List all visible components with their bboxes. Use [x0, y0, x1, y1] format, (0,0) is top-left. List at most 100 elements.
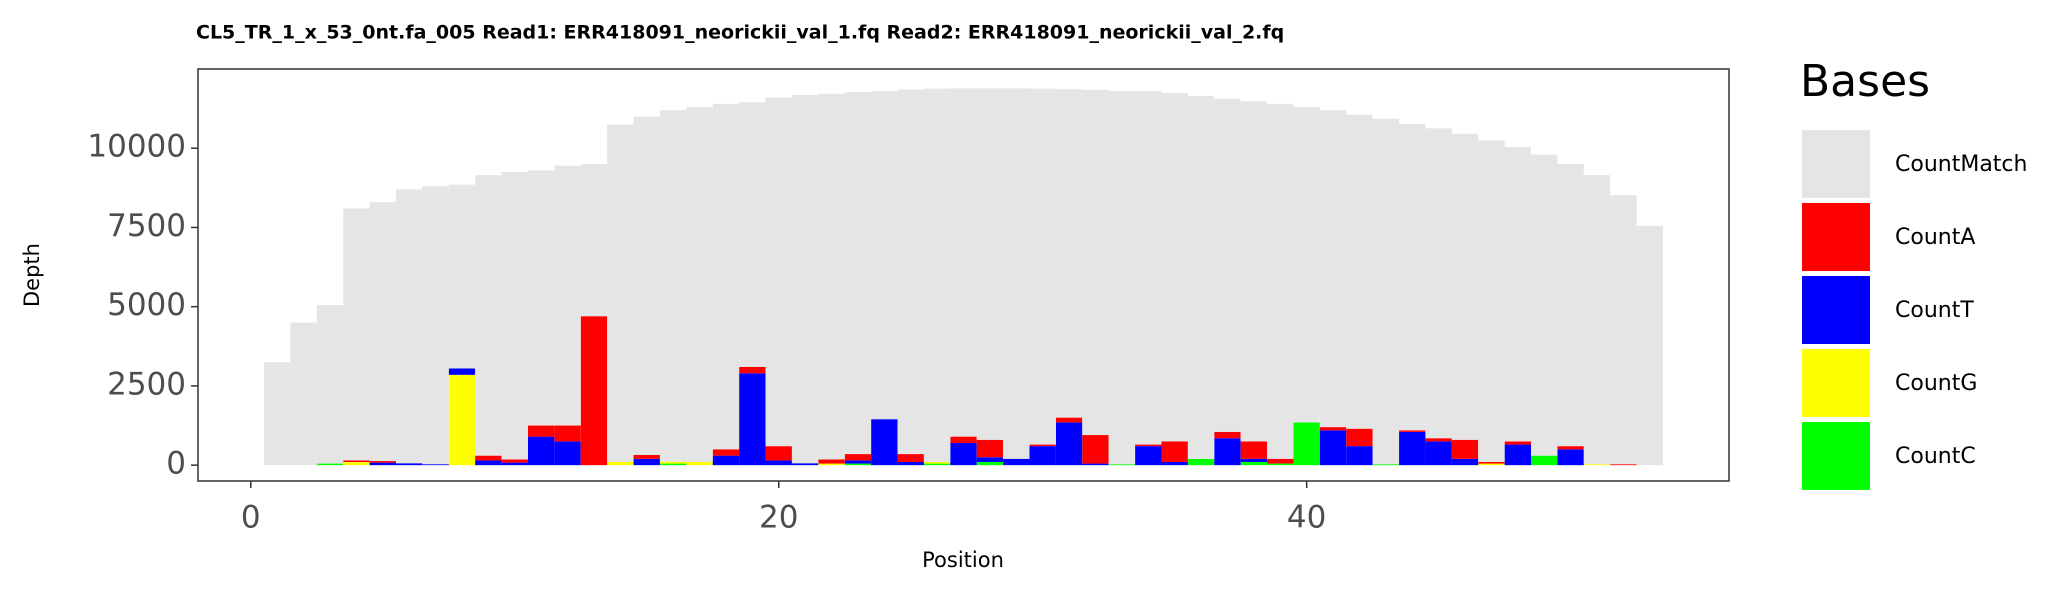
bar-segment	[844, 92, 872, 455]
bar-segment	[1557, 449, 1584, 466]
legend-label: CountMatch	[1895, 152, 2027, 177]
bar-segment	[1478, 461, 1505, 464]
bar-segment	[527, 170, 555, 426]
bar-segment	[950, 442, 977, 466]
bar-segment	[1610, 464, 1637, 466]
legend-label: CountA	[1895, 225, 1975, 250]
bar-segment	[501, 459, 528, 463]
bar-segment	[659, 461, 687, 464]
y-tick-label: 2500	[107, 366, 186, 402]
bar-segment	[1082, 435, 1109, 464]
bar-segment	[633, 116, 660, 456]
bar-segment	[976, 439, 1004, 458]
bar-segment	[1504, 441, 1532, 445]
bar-segment	[1082, 463, 1109, 466]
bar-segment	[712, 455, 740, 466]
bar-segment	[1082, 89, 1109, 436]
bar-segment	[844, 460, 872, 464]
bar-segment	[1372, 118, 1400, 465]
legend-key	[1802, 203, 1870, 271]
legend-title: Bases	[1800, 56, 1930, 107]
bar-segment	[1003, 88, 1030, 459]
bar-segment	[1372, 464, 1400, 466]
bar-segment	[1557, 164, 1584, 447]
legend-label: CountT	[1895, 298, 1974, 323]
bar-segment	[712, 103, 740, 450]
bar-segment	[765, 446, 792, 461]
bar-segment	[1240, 461, 1268, 466]
bar-segment	[554, 425, 581, 442]
bar-segment	[818, 463, 845, 466]
bar-segment	[1319, 427, 1347, 431]
bar-segment	[1108, 464, 1136, 466]
bar-segment	[950, 436, 977, 443]
bar-segment	[1583, 175, 1611, 465]
legend-key	[1802, 130, 1870, 198]
bar-segment	[739, 102, 766, 367]
bar-segment	[1214, 431, 1241, 439]
bar-segment	[976, 457, 1004, 462]
bar-segment	[1240, 101, 1268, 442]
bar-segment	[818, 93, 845, 460]
bar-segment	[1029, 444, 1056, 447]
bar-segment	[1187, 458, 1215, 466]
bar-segment	[1003, 458, 1030, 466]
bar-segment	[1451, 439, 1479, 459]
bar-segment	[1187, 95, 1215, 459]
bar-segment	[1161, 441, 1188, 462]
bar-segment	[395, 463, 423, 466]
bar-segment	[1399, 124, 1426, 431]
bar-segment	[950, 88, 977, 437]
bar-segment	[1161, 93, 1188, 442]
bar-segment	[343, 461, 370, 466]
bar-segment	[369, 462, 396, 466]
bar-segment	[1504, 146, 1532, 442]
bar-segment	[1214, 98, 1241, 432]
bar-segment	[448, 184, 476, 369]
bar-segment	[1108, 90, 1136, 465]
bar-segment	[923, 461, 951, 464]
bar-segment	[1267, 458, 1294, 464]
bar-segment	[1346, 114, 1373, 429]
bar-segment	[1240, 441, 1268, 459]
legend-key	[1802, 276, 1870, 344]
bar-segment	[580, 316, 608, 466]
bar-segment	[369, 461, 396, 463]
legend-label: CountC	[1895, 444, 1976, 469]
bar-segment	[897, 461, 924, 466]
bar-segment	[818, 459, 845, 464]
y-axis-title: Depth	[20, 243, 44, 307]
bar-segment	[554, 165, 581, 426]
bar-segment	[1055, 422, 1083, 466]
bar-segment	[527, 436, 555, 466]
bar-segment	[659, 463, 687, 466]
bar-segment	[316, 463, 344, 466]
y-tick-label: 10000	[87, 129, 186, 165]
bar-segment	[1478, 463, 1505, 466]
bar-segment	[1029, 88, 1056, 445]
bar-segment	[316, 305, 344, 464]
bar-segment	[1346, 446, 1373, 466]
bar-segment	[739, 373, 766, 466]
bar-segment	[1029, 446, 1056, 466]
bar-segment	[263, 362, 291, 466]
bar-segment	[1240, 458, 1268, 462]
bar-segment	[501, 172, 528, 460]
plot-border	[197, 68, 1730, 482]
bar-segment	[1055, 417, 1083, 423]
bar-segment	[1425, 128, 1452, 439]
bar-segment	[686, 107, 713, 462]
bar-segment	[1346, 428, 1373, 447]
bar-segment	[871, 91, 898, 420]
bar-segment	[1531, 154, 1558, 456]
bar-segment	[791, 463, 819, 466]
bar-segment	[897, 454, 924, 462]
bar-segment	[580, 164, 608, 317]
bar-segment	[976, 88, 1004, 440]
bar-segment	[1478, 140, 1505, 462]
legend-label: CountG	[1895, 371, 1977, 396]
legend-key	[1802, 349, 1870, 417]
bar-segment	[501, 462, 528, 466]
legend-key	[1802, 422, 1870, 490]
bar-segment	[1399, 431, 1426, 466]
